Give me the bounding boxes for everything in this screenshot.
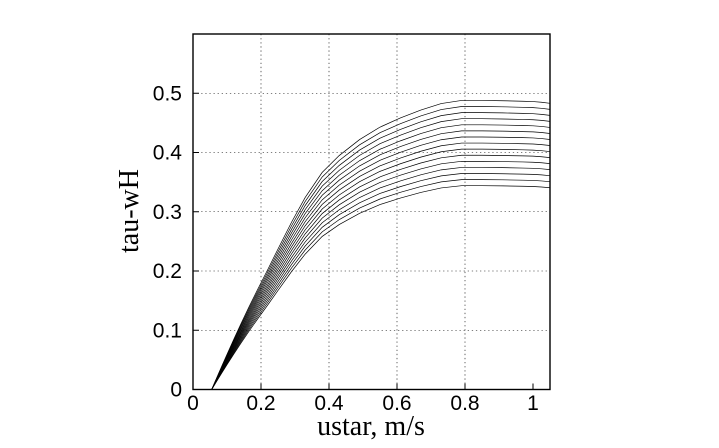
- svg-text:0.3: 0.3: [153, 201, 182, 224]
- svg-text:0: 0: [170, 379, 182, 402]
- svg-text:0: 0: [187, 392, 199, 415]
- svg-text:0.2: 0.2: [153, 260, 182, 283]
- svg-text:0.2: 0.2: [246, 392, 275, 415]
- svg-text:0.5: 0.5: [153, 82, 182, 105]
- svg-text:0.8: 0.8: [450, 392, 479, 415]
- svg-text:0.4: 0.4: [153, 142, 183, 165]
- svg-text:0.1: 0.1: [153, 319, 182, 342]
- svg-text:tau-wH: tau-wH: [114, 169, 145, 253]
- svg-text:1: 1: [527, 392, 539, 415]
- svg-text:ustar, m/s: ustar, m/s: [317, 411, 425, 442]
